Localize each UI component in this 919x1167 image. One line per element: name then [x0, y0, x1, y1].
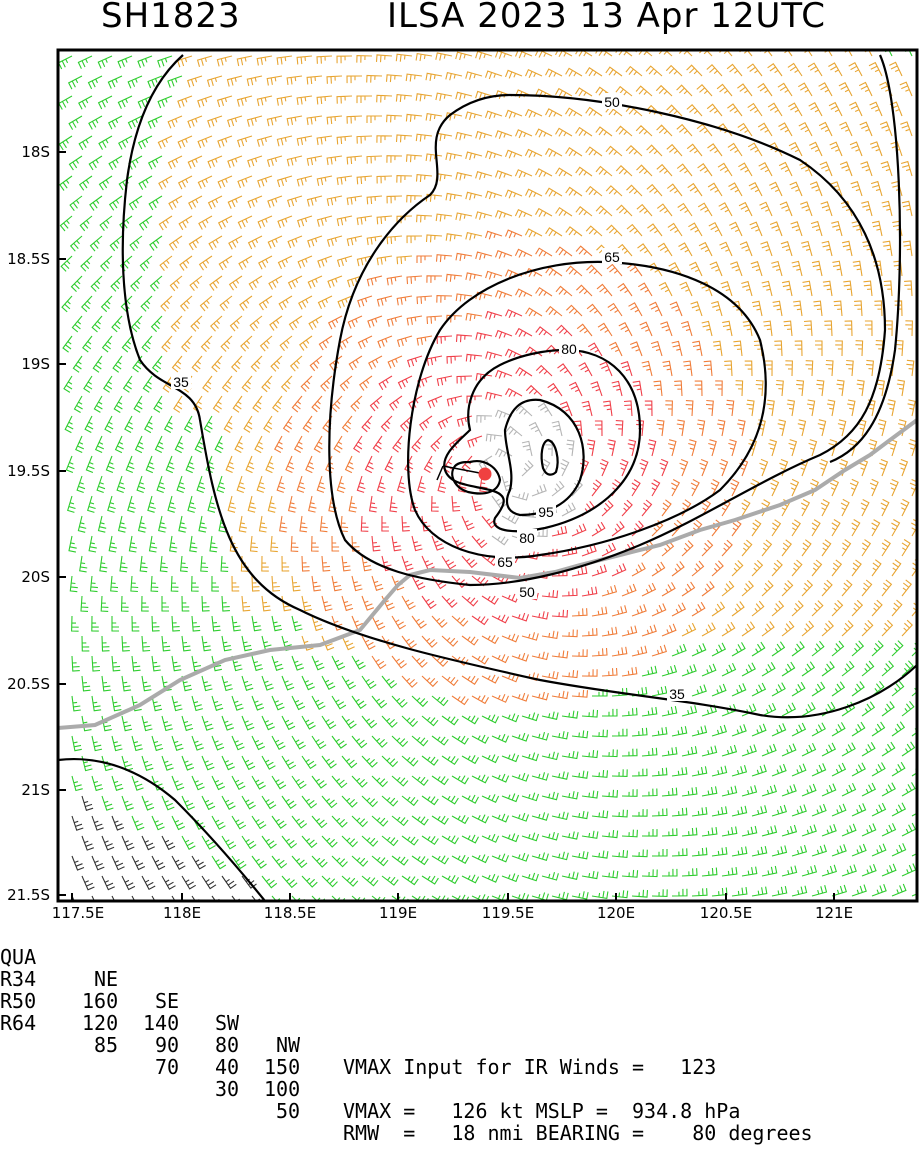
contour-eye-wall	[451, 460, 502, 495]
lon-label: 117.5E	[51, 904, 105, 922]
contour-35-west	[829, 54, 902, 464]
radii-value: 140	[143, 1011, 180, 1035]
radii-label: R34	[0, 967, 37, 991]
radii-value: 50	[276, 1099, 301, 1123]
radii-header: SE	[155, 989, 180, 1013]
lat-label: 20.5S	[7, 675, 50, 693]
contour-95	[503, 398, 585, 517]
lat-label: 18S	[21, 143, 50, 161]
contour-label: 65	[497, 554, 513, 570]
contour-65	[407, 260, 767, 559]
contour-label: 95	[538, 504, 554, 520]
storm-id: SH1823	[101, 0, 241, 36]
lon-label: 119E	[378, 904, 418, 922]
wind-barbs-layer	[58, 50, 917, 901]
lon-label: 118E	[162, 904, 202, 922]
lon-label: 120.5E	[699, 904, 753, 922]
lat-label: 19S	[21, 355, 50, 373]
map-title: ILSA 2023 13 Apr 12UTC	[387, 0, 826, 36]
radii-value: 90	[155, 1033, 180, 1057]
storm-center	[436, 465, 492, 481]
contour-label: 65	[604, 249, 620, 265]
radii-label: R50	[0, 989, 37, 1013]
contour-80	[443, 348, 642, 533]
info-line: VMAX Input for IR Winds = 123	[343, 1055, 717, 1079]
contour-sw-corner	[58, 758, 266, 901]
contour-label: 50	[519, 584, 535, 600]
radii-header-row: QUA NE SE SW NW VMAX Input for IR Winds …	[0, 924, 716, 1078]
radii-row: R50 120 90 40 100 VMAX = 126 kt MSLP = 9…	[0, 968, 740, 1122]
radii-header: SW	[215, 1011, 240, 1035]
radii-header: NW	[276, 1033, 301, 1057]
radii-value: 160	[82, 989, 119, 1013]
radii-value: 120	[82, 1011, 119, 1035]
wind-barb-map: 50 65 80 35 95 80 65 50 35	[56, 48, 919, 903]
radii-header: QUA	[0, 945, 37, 969]
radii-value: 30	[215, 1077, 240, 1101]
radii-label: R64	[0, 1011, 37, 1035]
radii-value: 100	[264, 1077, 301, 1101]
contour-label: 80	[519, 530, 535, 546]
info-line: RMW = 18 nmi BEARING = 80 degrees	[343, 1121, 813, 1145]
radii-value: 150	[264, 1055, 301, 1079]
contour-95-eye	[540, 438, 559, 476]
contour-35	[121, 54, 917, 719]
radii-row: R34 160 140 80 150	[0, 946, 300, 1078]
lon-label: 119.5E	[481, 904, 535, 922]
map-frame	[56, 48, 919, 903]
radii-header: NE	[94, 967, 119, 991]
contour-label: 50	[604, 94, 620, 110]
lon-label: 121E	[814, 904, 854, 922]
wind-contours	[58, 54, 917, 901]
contour-50	[328, 93, 887, 587]
info-panel: QUA NE SE SW NW VMAX Input for IR Winds …	[0, 924, 919, 1144]
radii-value: 80	[215, 1033, 240, 1057]
radii-value: 40	[215, 1055, 240, 1079]
coastline	[58, 418, 917, 730]
lat-label: 21S	[21, 781, 50, 799]
radii-row: R64 85 70 30 50 RMW = 18 nmi BEARING = 8…	[0, 990, 813, 1144]
radii-value: 70	[155, 1055, 180, 1079]
lat-label: 21.5S	[7, 886, 50, 904]
contour-label: 35	[669, 686, 685, 702]
lat-label: 19.5S	[7, 462, 50, 480]
contour-label: 80	[561, 341, 577, 357]
contour-label-layer: 50 65 80 35 95 80 65 50 35	[171, 93, 687, 702]
lon-label: 120E	[596, 904, 636, 922]
lat-label: 20S	[21, 568, 50, 586]
contour-label: 35	[173, 374, 189, 390]
radii-value: 85	[94, 1033, 119, 1057]
lat-label: 18.5S	[7, 250, 50, 268]
lon-label: 118.5E	[263, 904, 317, 922]
info-line: VMAX = 126 kt MSLP = 934.8 hPa	[343, 1099, 741, 1123]
